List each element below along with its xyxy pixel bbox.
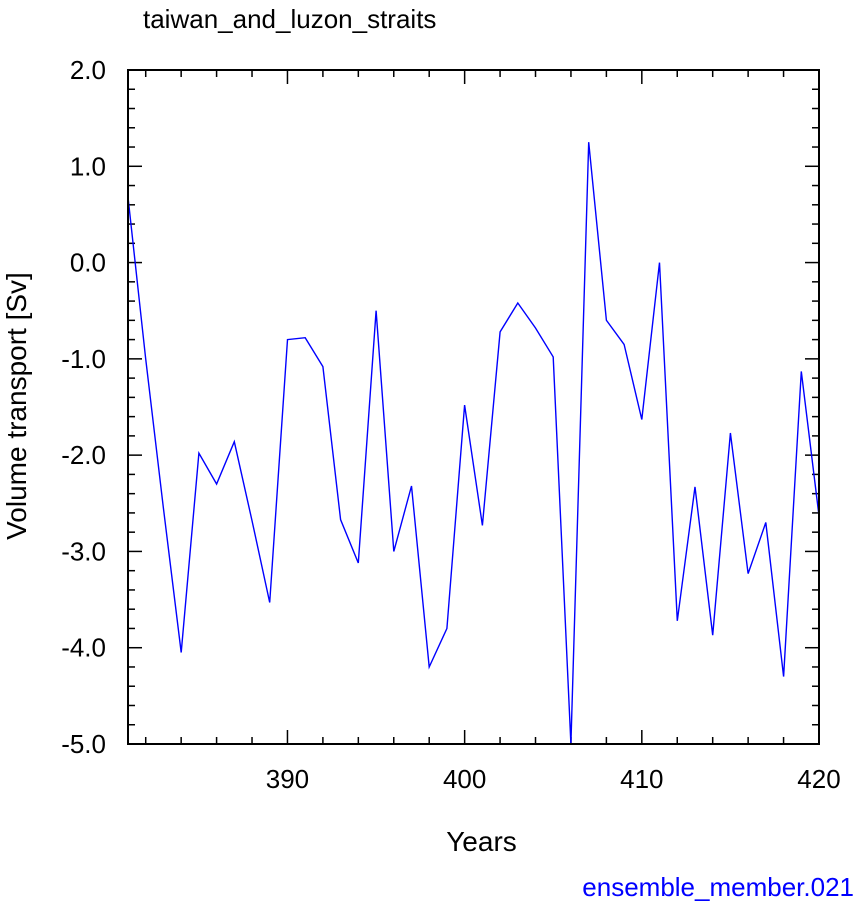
axis-ticks xyxy=(128,69,820,745)
chart-title: taiwan_and_luzon_straits xyxy=(143,4,437,34)
plot-frame xyxy=(127,69,820,745)
y-tick-label: -4.0 xyxy=(61,633,106,663)
x-tick-label: 420 xyxy=(797,764,840,794)
x-tick-label: 410 xyxy=(620,764,663,794)
x-tick-label: 400 xyxy=(443,764,486,794)
y-tick-label: 2.0 xyxy=(70,55,106,85)
y-tick-label: 1.0 xyxy=(70,151,106,181)
y-tick-labels: 2.0 1.0 0.0 -1.0 -2.0 -3.0 -4.0 -5.0 xyxy=(61,55,106,759)
series-line xyxy=(127,142,820,745)
y-tick-label: -3.0 xyxy=(61,536,106,566)
y-tick-label: -1.0 xyxy=(61,344,106,374)
y-tick-label: -2.0 xyxy=(61,440,106,470)
x-tick-labels: 390 400 410 420 xyxy=(266,764,841,794)
y-tick-label: 0.0 xyxy=(70,248,106,278)
x-axis-label: Years xyxy=(446,826,517,857)
y-axis-label: Volume transport [Sv] xyxy=(1,272,32,540)
x-tick-label: 390 xyxy=(266,764,309,794)
y-tick-label: -5.0 xyxy=(61,729,106,759)
ensemble-member-label: ensemble_member.021 xyxy=(582,872,854,902)
